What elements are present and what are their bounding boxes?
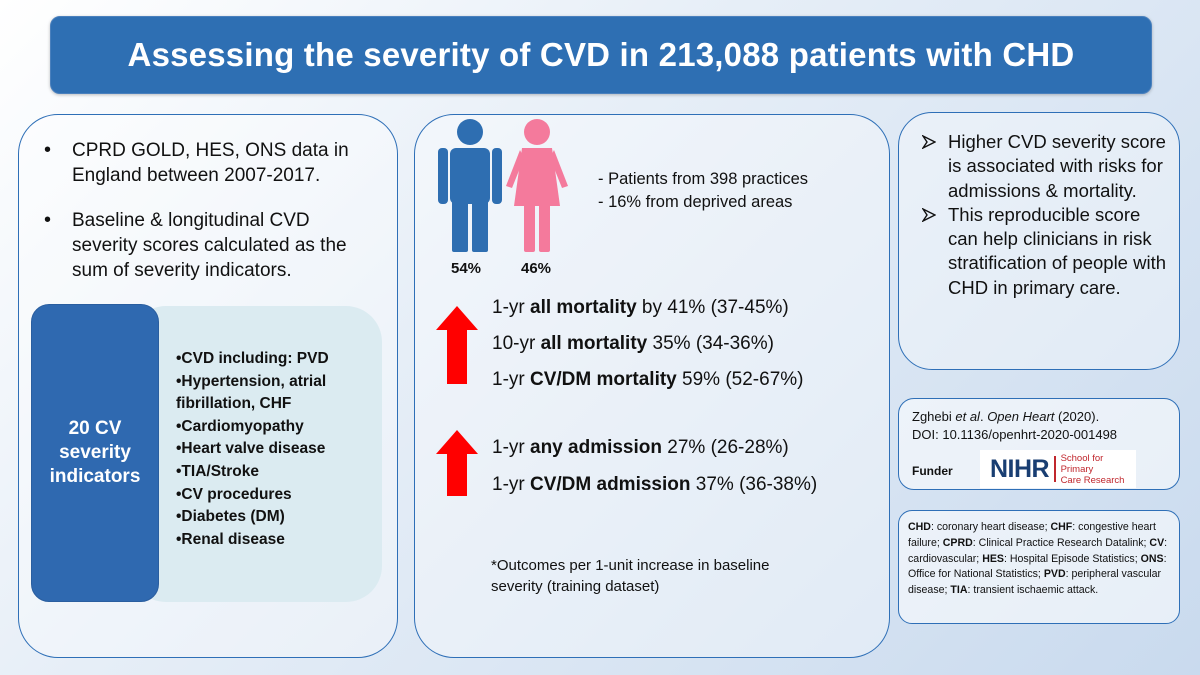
female-percentage: 46%: [521, 260, 552, 277]
indicator-item: •Heart valve disease: [176, 440, 326, 458]
page-title: Assessing the severity of CVD in 213,088…: [127, 36, 1075, 73]
conclusion-item: Higher CVD severity score is associated …: [918, 130, 1173, 203]
bullet-severity-score: Baseline & longitudinal CVD severity sco…: [40, 208, 380, 283]
mortality-stat-3: 1-yr CV/DM mortality 59% (52-67%): [492, 369, 804, 390]
mortality-stat-2: 10-yr all mortality 35% (34-36%): [492, 333, 774, 354]
data-sources-list: CPRD GOLD, HES, ONS data in England betw…: [40, 138, 380, 303]
title-banner: Assessing the severity of CVD in 213,088…: [50, 16, 1152, 94]
admission-stat-2: 1-yr CV/DM admission 37% (36-38%): [492, 474, 818, 495]
admission-up-arrow-icon: [436, 430, 478, 496]
indicator-item: •CVD including: PVD: [176, 350, 329, 367]
male-percentage: 54%: [451, 260, 482, 277]
indicators-list: •CVD including: PVD •Hypertension, atria…: [176, 348, 376, 551]
reference-doi[interactable]: DOI: 10.1136/openhrt-2020-001498: [912, 427, 1118, 442]
practice-info: - Patients from 398 practices - 16% from…: [598, 168, 808, 214]
outcomes-panel: [414, 114, 890, 658]
reference-citation: Zghebi et al. Open Heart (2020). DOI: 10…: [912, 409, 1118, 442]
mortality-up-arrow-icon: [436, 306, 478, 384]
arrowhead-bullet-icon: [922, 207, 936, 222]
indicator-item: •Diabetes (DM): [176, 508, 285, 526]
indicator-item: •Cardiomyopathy: [176, 417, 304, 435]
abbreviations-panel: [898, 510, 1180, 624]
funder-label: Funder: [912, 464, 953, 478]
female-icon: [506, 119, 568, 252]
indicator-item: •Renal disease: [176, 530, 285, 548]
indicators-label: 20 CV severity indicators: [49, 418, 141, 487]
admission-stat-1: 1-yr any admission 27% (26-28%): [492, 437, 789, 458]
arrowhead-bullet-icon: [922, 135, 936, 149]
practice-line: - 16% from deprived areas: [598, 193, 793, 211]
indicator-item: •CV procedures: [176, 485, 292, 503]
indicator-item: •TIA/Stroke: [176, 462, 259, 480]
conclusion-item: This reproducible score can help clinici…: [918, 203, 1173, 300]
male-icon: [438, 119, 502, 252]
outcomes-footnote: *Outcomes per 1-unit increase in baselin…: [491, 557, 770, 595]
abbreviations-text: CHD: coronary heart disease; CHF: conges…: [908, 521, 1168, 597]
conclusions-list: Higher CVD severity score is associated …: [918, 130, 1173, 300]
mortality-stat-1: 1-yr all mortality by 41% (37-45%): [492, 297, 789, 318]
bullet-data-source: CPRD GOLD, HES, ONS data in England betw…: [40, 138, 380, 188]
indicators-label-box: 20 CV severity indicators: [31, 304, 159, 602]
practice-line: - Patients from 398 practices: [598, 170, 809, 188]
nihr-logo: NIHR School for Primary Care Research: [980, 450, 1136, 488]
conclusions-panel: [898, 112, 1180, 370]
indicators-background: [130, 306, 382, 602]
indicator-item: •Hypertension, atrial fibrillation, CHF: [176, 372, 327, 413]
